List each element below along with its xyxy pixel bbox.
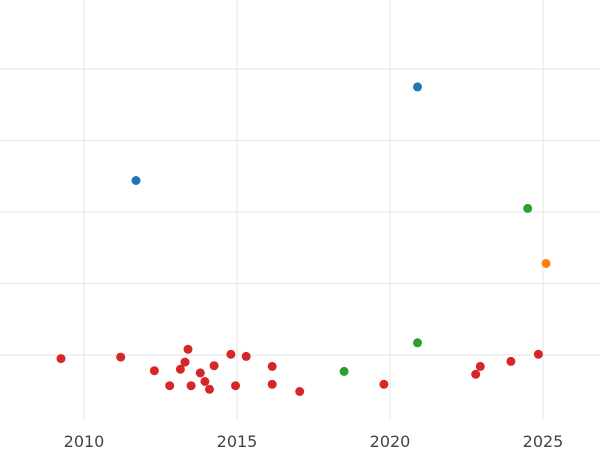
- data-point-s0-3: [165, 381, 175, 391]
- data-points: [56, 82, 551, 396]
- data-point-s0-13: [231, 381, 240, 391]
- data-point-s0-4: [175, 364, 185, 374]
- data-point-s0-18: [379, 379, 389, 389]
- x-tick-label-2020: 2020: [370, 432, 411, 450]
- data-point-s0-12: [226, 349, 236, 359]
- data-point-s0-14: [241, 351, 251, 361]
- data-point-s2-0: [339, 366, 349, 376]
- data-point-s1-1: [413, 82, 422, 92]
- data-point-s0-11: [209, 361, 219, 371]
- data-point-s2-1: [413, 338, 422, 348]
- data-point-s0-10: [205, 384, 214, 394]
- data-point-s0-9: [200, 377, 210, 386]
- data-point-s0-7: [186, 381, 196, 391]
- data-point-s0-15: [267, 361, 277, 371]
- data-point-s0-8: [195, 368, 205, 378]
- data-point-s0-16: [267, 379, 277, 389]
- x-tick-label-2015: 2015: [217, 432, 258, 450]
- data-point-s3-0: [541, 259, 551, 268]
- x-axis-tick-labels: 2010 2015 2020 2025: [64, 432, 564, 450]
- data-point-s0-2: [149, 366, 159, 376]
- y-gridlines: [0, 68, 600, 356]
- x-tick-label-2010: 2010: [64, 432, 105, 450]
- x-tick-label-2025: 2025: [523, 432, 564, 450]
- data-point-s0-19: [471, 369, 481, 379]
- data-point-s0-6: [183, 344, 193, 354]
- data-point-s0-21: [506, 356, 516, 366]
- data-point-s1-0: [131, 176, 141, 185]
- data-point-s0-20: [475, 361, 485, 371]
- data-point-s0-5: [180, 357, 190, 367]
- data-point-s2-2: [523, 203, 533, 213]
- data-point-s0-1: [116, 352, 126, 362]
- data-point-s0-22: [533, 349, 543, 359]
- data-point-s0-17: [295, 387, 305, 396]
- x-gridlines: [83, 0, 544, 420]
- data-point-s0-0: [56, 354, 66, 364]
